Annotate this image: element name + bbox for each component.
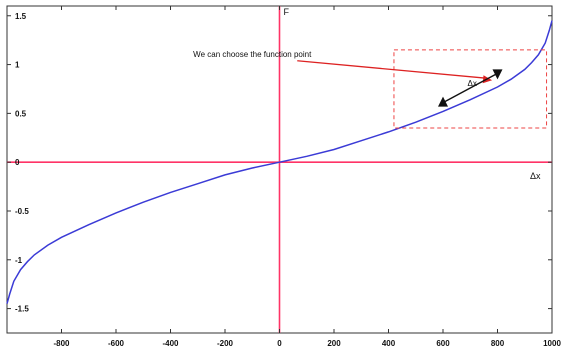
vertical-line-label: F <box>284 7 290 17</box>
x-tick-label: -400 <box>162 339 179 348</box>
annotation-layer: We can choose the function point Δx <box>193 49 548 129</box>
y-tick-label: -1.5 <box>15 305 29 314</box>
x-tick-label: 0 <box>277 339 282 348</box>
series-layer <box>6 20 553 304</box>
y-tick-label: 0.5 <box>15 109 27 118</box>
x-tick-label: 800 <box>491 339 505 348</box>
series-line <box>6 20 553 304</box>
y-tick-label: -1 <box>15 256 23 265</box>
down-triangle-marker <box>492 69 503 80</box>
x-tick-label: 200 <box>327 339 341 348</box>
horizontal-line-label: Δx <box>530 171 541 181</box>
y-tick-label: 1.5 <box>15 12 27 21</box>
y-tick-label: 0 <box>15 158 20 167</box>
highlight-dashed-box <box>393 49 548 129</box>
axis-ticks: -800 -600 -400 -200 0 200 400 600 800 1000 -1.5 -1 -… <box>7 6 561 348</box>
x-tick-label: -200 <box>217 339 234 348</box>
delta-segment-label: Δx <box>468 79 477 88</box>
annotation-arrow-shaft <box>297 60 487 79</box>
annotation-text: We can choose the function point <box>193 50 312 59</box>
x-tick-label: 1000 <box>543 339 561 348</box>
delta-segment <box>442 72 498 104</box>
up-triangle-marker <box>438 96 448 107</box>
x-tick-label: -800 <box>53 339 70 348</box>
x-tick-label: -600 <box>108 339 125 348</box>
y-tick-label: 1 <box>15 61 20 70</box>
x-tick-label: 600 <box>436 339 450 348</box>
y-tick-label: -0.5 <box>15 207 29 216</box>
x-tick-label: 400 <box>382 339 396 348</box>
